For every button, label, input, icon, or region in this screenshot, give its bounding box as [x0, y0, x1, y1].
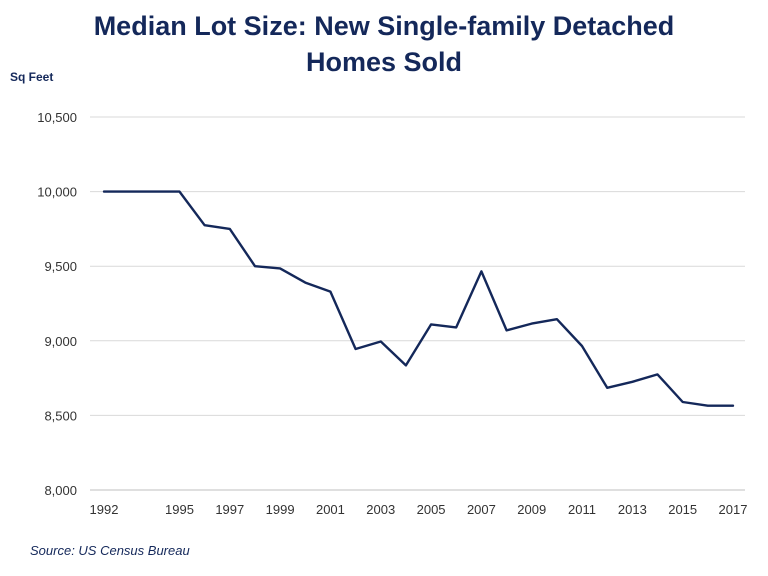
- x-tick-label: 2009: [517, 502, 546, 517]
- x-tick-label: 2007: [467, 502, 496, 517]
- x-tick-label: 2011: [568, 502, 596, 517]
- x-tick-label: 1997: [215, 502, 244, 517]
- y-tick-label: 9,500: [44, 259, 77, 274]
- x-tick-label: 2001: [316, 502, 345, 517]
- x-tick-label: 2013: [618, 502, 647, 517]
- series-line: [102, 190, 735, 407]
- y-tick-label: 8,000: [44, 483, 77, 498]
- y-tick-label: 10,500: [37, 110, 77, 125]
- chart-title-line-2: Homes Sold: [305, 47, 463, 77]
- chart-title-line-1: Median Lot Size: New Single-family Detac…: [93, 11, 675, 41]
- x-tick-label: 1992: [90, 502, 119, 517]
- y-axis-label: Sq Feet: [10, 70, 54, 84]
- x-tick-label: 2015: [668, 502, 697, 517]
- x-tick-label: 1999: [266, 502, 295, 517]
- x-tick-label: 2017: [719, 502, 748, 517]
- x-tick-label: 2003: [366, 502, 395, 517]
- source-note: Source: US Census Bureau: [30, 543, 190, 558]
- y-tick-label: 9,000: [44, 334, 77, 349]
- x-tick-label: 2005: [417, 502, 446, 517]
- x-tick-label: 1995: [165, 502, 194, 517]
- chart-title: Median Lot Size: New Single-family Detac…: [0, 8, 768, 80]
- y-tick-label: 10,000: [37, 185, 77, 200]
- y-tick-label: 8,500: [44, 408, 77, 423]
